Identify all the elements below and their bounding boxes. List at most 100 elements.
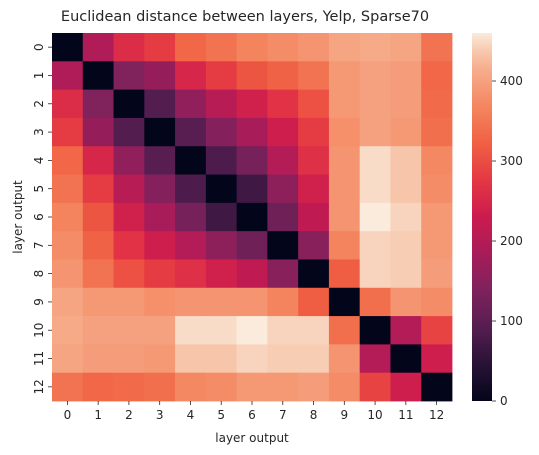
heatmap-cell xyxy=(82,372,114,402)
x-tick-label: 6 xyxy=(248,408,256,422)
heatmap-cell xyxy=(52,61,84,91)
heatmap-cell xyxy=(205,344,238,374)
heatmap-cell xyxy=(52,372,84,402)
heatmap-cell xyxy=(328,89,361,119)
heatmap-cell xyxy=(236,174,268,204)
heatmap-cell xyxy=(175,146,207,175)
heatmap-cell xyxy=(267,174,299,204)
chart-title: Euclidean distance between layers, Yelp,… xyxy=(61,9,429,25)
y-tick-label: 2 xyxy=(32,100,46,108)
heatmap-cell xyxy=(205,61,238,91)
heatmap-cell xyxy=(359,117,391,147)
y-axis-label: layer output xyxy=(11,180,25,254)
colorbar-tick-label: 300 xyxy=(500,154,523,168)
heatmap-cell xyxy=(359,372,391,402)
heatmap-cell xyxy=(298,61,330,91)
heatmap-cell xyxy=(113,174,145,204)
heatmap-cell xyxy=(175,202,207,232)
heatmap-cell xyxy=(298,202,330,232)
heatmap-cell xyxy=(390,287,422,317)
heatmap-cell xyxy=(267,33,299,62)
heatmap-cell xyxy=(82,202,114,232)
heatmap-cell xyxy=(113,61,145,91)
heatmap-cell xyxy=(175,61,207,91)
heatmap-cell xyxy=(144,146,176,175)
heatmap-cell xyxy=(144,316,176,345)
heatmap-cell xyxy=(421,316,453,345)
heatmap-cell xyxy=(328,372,361,402)
heatmap-cell xyxy=(298,33,330,62)
heatmap-cell xyxy=(390,89,422,119)
heatmap-cell xyxy=(421,259,453,289)
heatmap-cell xyxy=(144,33,176,62)
y-tick-label: 11 xyxy=(32,351,46,366)
heatmap-cell xyxy=(205,231,238,260)
heatmap-cell xyxy=(421,231,453,260)
heatmap-cell xyxy=(205,287,238,317)
heatmap-cell xyxy=(298,259,330,289)
heatmap-cell xyxy=(175,344,207,374)
heatmap-cell xyxy=(236,316,268,345)
heatmap-cell xyxy=(298,372,330,402)
heatmap-cell xyxy=(113,202,145,232)
heatmap-cell xyxy=(267,231,299,260)
heatmap-cell xyxy=(359,174,391,204)
colorbar-tick-label: 400 xyxy=(500,74,523,88)
heatmap-cell xyxy=(236,344,268,374)
heatmap-cell xyxy=(421,372,453,402)
heatmap-cell xyxy=(328,61,361,91)
heatmap-cell xyxy=(359,316,391,345)
x-axis-ticks: 0 1 2 3 4 5 6 7 8 9 10 11 12 xyxy=(64,401,444,422)
y-tick-label: 4 xyxy=(32,157,46,165)
heatmap-cell xyxy=(328,146,361,175)
heatmap-cell xyxy=(359,89,391,119)
heatmap-cell xyxy=(144,259,176,289)
heatmap-cell xyxy=(390,344,422,374)
heatmap-cell xyxy=(113,33,145,62)
x-tick-label: 12 xyxy=(429,408,444,422)
heatmap-cell xyxy=(328,259,361,289)
heatmap-cell xyxy=(175,89,207,119)
heatmap-cell xyxy=(205,117,238,147)
x-tick-label: 4 xyxy=(187,408,195,422)
heatmap-cell xyxy=(298,117,330,147)
y-tick-label: 6 xyxy=(32,213,46,221)
x-tick-label: 2 xyxy=(125,408,133,422)
heatmap-cell xyxy=(390,117,422,147)
heatmap-cell xyxy=(236,146,268,175)
heatmap-cell xyxy=(236,61,268,91)
heatmap-cell xyxy=(52,231,84,260)
heatmap-cell xyxy=(267,372,299,402)
heatmap-cell xyxy=(298,146,330,175)
heatmap-cell xyxy=(359,287,391,317)
heatmap-cell xyxy=(113,344,145,374)
heatmap-cell xyxy=(113,372,145,402)
heatmap-cell xyxy=(298,89,330,119)
heatmap-cell xyxy=(421,146,453,175)
heatmap-cell xyxy=(328,287,361,317)
heatmap-cell xyxy=(144,287,176,317)
heatmap-cell xyxy=(236,231,268,260)
heatmap-cell xyxy=(236,117,268,147)
heatmap-cell xyxy=(421,89,453,119)
heatmap-cell xyxy=(175,117,207,147)
heatmap-cell xyxy=(421,202,453,232)
y-tick-label: 10 xyxy=(32,323,46,338)
heatmap-cell xyxy=(267,287,299,317)
heatmap-cell xyxy=(359,202,391,232)
heatmap-cell xyxy=(175,33,207,62)
heatmap-cell xyxy=(267,146,299,175)
heatmap-cell xyxy=(421,61,453,91)
heatmap-cell xyxy=(298,174,330,204)
heatmap-cell xyxy=(82,174,114,204)
x-tick-label: 11 xyxy=(398,408,413,422)
heatmap-cell xyxy=(298,344,330,374)
heatmap-cell xyxy=(298,316,330,345)
heatmap-cell xyxy=(175,316,207,345)
heatmap-cell xyxy=(113,316,145,345)
heatmap-cell xyxy=(236,33,268,62)
heatmap-cell xyxy=(52,146,84,175)
y-tick-label: 12 xyxy=(32,379,46,394)
heatmap-cell xyxy=(205,33,238,62)
